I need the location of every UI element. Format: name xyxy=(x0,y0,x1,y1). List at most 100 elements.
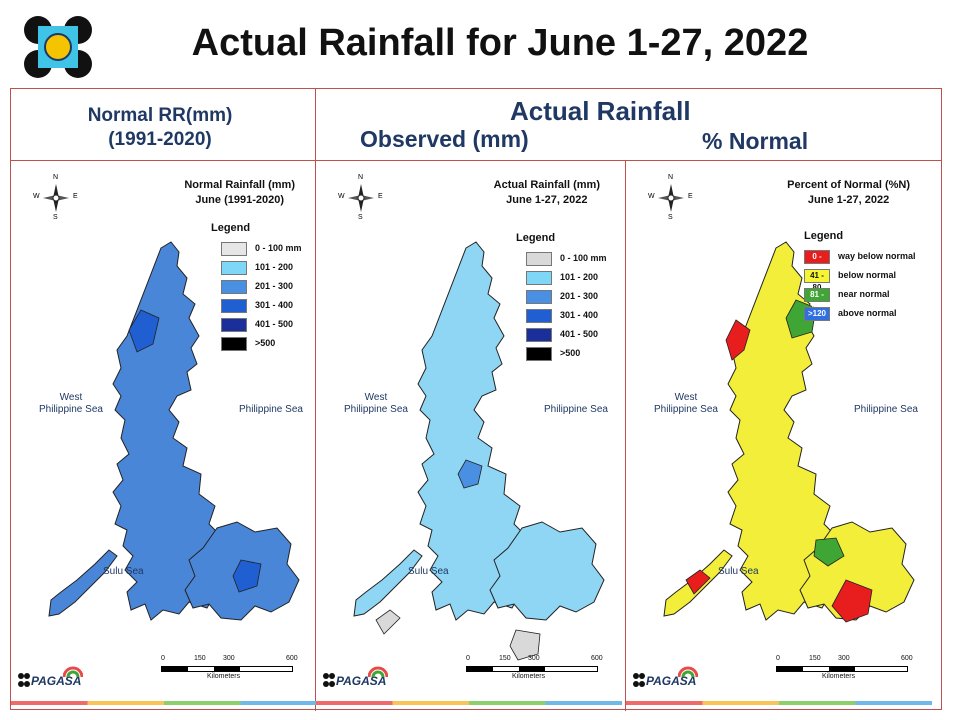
legend-swatch: 0 - 40% xyxy=(804,250,830,273)
normal-header-line2: (1991-2020) xyxy=(108,129,212,150)
legend-swatch: >120 xyxy=(804,307,830,321)
sea-label-east: Philippine Sea xyxy=(239,404,303,415)
legend-label: 401 - 500 xyxy=(560,329,599,339)
legend-swatch xyxy=(526,271,552,285)
compass-n: N xyxy=(358,174,364,181)
scale-bar-graphic xyxy=(161,666,293,672)
legend-label: 101 - 200 xyxy=(255,262,294,272)
compass-n: N xyxy=(668,174,674,181)
philippines-map xyxy=(48,241,300,621)
normal-header: Normal RR(mm) (1991-2020) xyxy=(30,104,290,152)
pagasa-logo: PAGASA xyxy=(632,666,698,692)
compass-s: S xyxy=(53,214,58,221)
legend-title: Legend xyxy=(516,232,556,244)
scale-tick: 0 xyxy=(161,655,165,662)
compass-w: W xyxy=(33,193,40,200)
dost-logo xyxy=(24,16,92,78)
anomaly-patch xyxy=(813,537,845,567)
scale-unit: Kilometers xyxy=(822,673,856,680)
legend-swatch xyxy=(526,290,552,304)
legend-swatch xyxy=(221,261,247,275)
legend-swatch: 81 - 120 xyxy=(804,288,830,311)
panel-title-line1: Normal Rainfall (mm) xyxy=(184,179,295,191)
scale-tick: 600 xyxy=(591,655,603,662)
compass-rose-icon: N S W E xyxy=(33,174,78,221)
anomaly-patch xyxy=(831,579,873,623)
map-panel-2: N S W E Actual Rainfall (mm) June 1-27, 20… xyxy=(316,160,622,710)
sea-label-sulu: Sulu Sea xyxy=(103,566,144,577)
legend-swatch xyxy=(221,299,247,313)
sea-label-sulu: Sulu Sea xyxy=(408,566,449,577)
normal-header-line1: Normal RR(mm) xyxy=(87,105,233,126)
rainfall-patch xyxy=(232,559,262,593)
rainfall-patch xyxy=(128,309,160,353)
panel-title: Percent of Normal (%N) June 1-27, 2022 xyxy=(787,178,910,208)
color-strip xyxy=(316,701,622,705)
scale-tick: 150 xyxy=(499,655,511,662)
legend-label: 0 - 100 mm xyxy=(255,243,302,253)
legend-swatch xyxy=(526,328,552,342)
compass-e: E xyxy=(73,193,78,200)
compass-s: S xyxy=(358,214,363,221)
palawan-region xyxy=(48,549,118,617)
palawan-region xyxy=(353,549,423,617)
scale-tick: 300 xyxy=(528,655,540,662)
scale-bar: 0 150 300 600 Kilometers xyxy=(776,655,916,682)
legend-label: way below normal xyxy=(838,251,916,261)
legend-label: 301 - 400 xyxy=(560,310,599,320)
anomaly-patch xyxy=(685,569,711,595)
legend-label: 201 - 300 xyxy=(255,281,294,291)
color-strip xyxy=(626,701,932,705)
anomaly-patch xyxy=(725,319,751,361)
scale-tick: 0 xyxy=(466,655,470,662)
philippines-map xyxy=(663,241,915,623)
legend-label: 201 - 300 xyxy=(560,291,599,301)
legend-label: 101 - 200 xyxy=(560,272,599,282)
scale-tick: 600 xyxy=(286,655,298,662)
legend-swatch xyxy=(221,318,247,332)
sea-label-sulu: Sulu Sea xyxy=(718,566,759,577)
sea-label-west: West Philippine Sea xyxy=(344,392,408,415)
panel-title: Normal Rainfall (mm) June (1991-2020) xyxy=(184,178,295,208)
brand-name: PAGASA xyxy=(646,674,697,688)
legend-title: Legend xyxy=(211,222,251,234)
panel-title-line2: June 1-27, 2022 xyxy=(506,194,588,206)
compass-n: N xyxy=(53,174,59,181)
pagasa-logo: PAGASA xyxy=(17,666,83,692)
compass-rose-icon: N S W E xyxy=(338,174,383,221)
legend-swatch: 41 - 80 xyxy=(804,269,830,292)
percent-normal-header: % Normal xyxy=(702,128,809,154)
legend-swatch xyxy=(221,242,247,256)
legend-label: near normal xyxy=(838,289,890,299)
scale-unit: Kilometers xyxy=(512,673,546,680)
scale-tick: 300 xyxy=(223,655,235,662)
mindanao-region xyxy=(489,521,605,621)
compass-e: E xyxy=(688,193,693,200)
legend-swatch xyxy=(526,347,552,361)
brand-name: PAGASA xyxy=(336,674,387,688)
legend-title: Legend xyxy=(804,230,844,242)
rainfall-patch xyxy=(509,629,541,661)
brand-name: PAGASA xyxy=(31,674,82,688)
rainfall-patch xyxy=(375,609,401,635)
legend-label: 0 - 100 mm xyxy=(560,253,607,263)
philippines-map xyxy=(353,241,605,661)
scale-unit: Kilometers xyxy=(207,673,241,680)
scale-tick: 150 xyxy=(809,655,821,662)
legend-label: >500 xyxy=(560,348,581,358)
legend-label: >500 xyxy=(255,338,276,348)
compass-s: S xyxy=(668,214,673,221)
compass-rose-icon: N S W E xyxy=(648,174,693,221)
legend-swatch xyxy=(221,337,247,351)
legend-label: 301 - 400 xyxy=(255,300,294,310)
sea-label-east: Philippine Sea xyxy=(854,404,918,415)
panel-title: Actual Rainfall (mm) June 1-27, 2022 xyxy=(494,178,600,208)
scale-tick: 600 xyxy=(901,655,913,662)
scale-bar: 0 150 300 600 Kilometers xyxy=(161,655,301,682)
legend-swatch xyxy=(221,280,247,294)
scale-bar-graphic xyxy=(466,666,598,672)
compass-e: E xyxy=(378,193,383,200)
panel-title-line2: June 1-27, 2022 xyxy=(807,194,890,206)
color-strip xyxy=(11,701,317,705)
legend-swatch xyxy=(526,252,552,266)
